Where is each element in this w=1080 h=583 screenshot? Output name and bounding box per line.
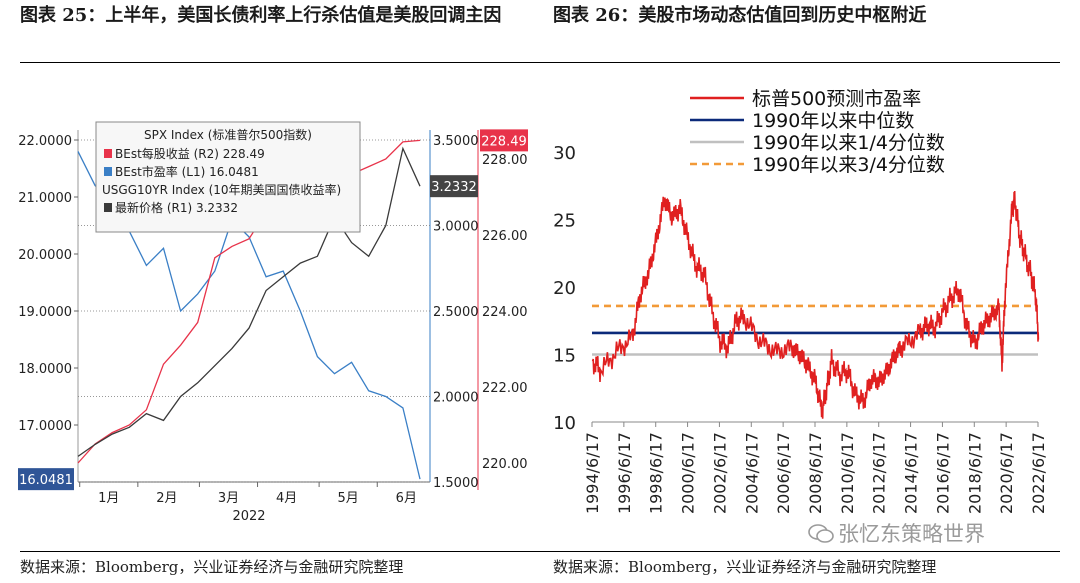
- yield-end-label: 3.2332: [431, 180, 477, 195]
- x-tick-label: 2014/6/17: [902, 432, 921, 514]
- watermark-text: 张忆东策略世界: [838, 522, 985, 546]
- x-tick-label: 2006/6/17: [774, 432, 793, 514]
- legend-label: 最新价格 (R1) 3.2332: [115, 200, 238, 215]
- series-line-r2: [77, 139, 421, 464]
- legend-label: 1990年以来1/4分位数: [752, 132, 945, 154]
- r2-tick-label: 228.00: [482, 153, 528, 168]
- x-tick-label: 4月: [276, 491, 297, 506]
- l1-tick-label: 22.0000: [18, 134, 72, 149]
- x-tick-label: 2020/6/17: [997, 432, 1016, 514]
- chart-pe-eps-yield: 22.0000 21.0000 20.0000 19.0000 18.0000 17.00…: [18, 121, 528, 524]
- chart-sp500-forward-pe: 30 25 20 15 10 1994/6/17 1996/6/17 1998/6/17 200…: [553, 88, 1048, 514]
- legend-label: BEst每股收益 (R2) 228.49: [115, 146, 265, 161]
- y-tick-label: 15: [553, 346, 576, 367]
- x-tick-label: 2018/6/17: [965, 432, 984, 514]
- x-tick-label: 6月: [396, 491, 417, 506]
- y-tick-label: 30: [553, 143, 576, 164]
- pe-end-label: 16.0481: [19, 473, 73, 488]
- r2-tick-label: 220.00: [482, 457, 528, 472]
- r1-tick-label: 3.5000: [433, 134, 479, 149]
- x-tick-label: 1月: [98, 491, 119, 506]
- chart25-series: 16.0481 228.49 3.2332: [18, 129, 528, 491]
- chart26-series: [591, 190, 1040, 419]
- legend-swatch: [104, 167, 112, 176]
- legend-header: SPX Index (标准普尔500指数): [144, 127, 312, 142]
- r1-tick-label: 2.5000: [433, 305, 479, 320]
- x-tick-label: 2002/6/17: [710, 432, 729, 514]
- series-line-l1: [77, 151, 421, 480]
- x-tick-label: 2004/6/17: [742, 432, 761, 514]
- r1-tick-label: 2.0000: [433, 391, 479, 406]
- pe-end-label-box: [18, 468, 74, 491]
- x-tick-label: 1998/6/17: [647, 432, 666, 514]
- legend-label: 标普500预测市盈率: [752, 88, 921, 110]
- chart26-axes: 30 25 20 15 10 1994/6/17 1996/6/17 1998/6/17 200…: [553, 143, 1048, 514]
- x-tick-label: 3月: [218, 491, 239, 506]
- r2-tick-label: 224.00: [482, 305, 528, 320]
- r2-tick-label: 226.00: [482, 229, 528, 244]
- x-tick-label: 2月: [156, 491, 177, 506]
- x-tick-label: 2022/6/17: [1029, 432, 1048, 514]
- legend-swatch: [104, 149, 112, 158]
- source-right: 数据来源：Bloomberg，兴业证券经济与金融研究院整理: [553, 558, 937, 576]
- x-tick-label: 1996/6/17: [615, 432, 634, 514]
- legend-label: 1990年以来3/4分位数: [752, 154, 945, 176]
- header: 图表 25：上半年，美国长债利率上行杀估值是美股回调主因 图表 26：美股市场动…: [0, 0, 1080, 60]
- source-left: 数据来源：Bloomberg，兴业证券经济与金融研究院整理: [20, 558, 404, 576]
- watermark: 张忆东策略世界: [808, 518, 985, 548]
- l1-tick-label: 20.0000: [18, 248, 72, 263]
- r1-tick-label: 1.5000: [433, 476, 479, 491]
- wechat-icon: [808, 524, 834, 544]
- x-tick-label: 2012/6/17: [870, 432, 889, 514]
- chart25-axes: 22.0000 21.0000 20.0000 19.0000 18.0000 17.00…: [18, 130, 528, 524]
- series-line-forward-pe: [591, 190, 1040, 419]
- x-tick-label: 5月: [338, 491, 359, 506]
- figure-25-title: 图表 25：上半年，美国长债利率上行杀估值是美股回调主因: [20, 5, 502, 26]
- r2-tick-label: 222.00: [482, 381, 528, 396]
- legend-label: BEst市盈率 (L1) 16.0481: [115, 164, 259, 179]
- x-tick-label: 1994/6/17: [583, 432, 602, 514]
- y-tick-label: 10: [553, 413, 576, 434]
- x-axis-year-label: 2022: [232, 509, 265, 524]
- chart26-legend: 标普500预测市盈率1990年以来中位数1990年以来1/4分位数1990年以来…: [690, 88, 945, 176]
- x-tick-label: 2000/6/17: [679, 432, 698, 514]
- y-tick-label: 20: [553, 278, 576, 299]
- legend-label: 1990年以来中位数: [752, 110, 914, 132]
- r1-tick-label: 3.0000: [433, 220, 479, 235]
- eps-end-label: 228.49: [481, 134, 527, 149]
- series-line-r1: [77, 146, 421, 457]
- figure-26-title: 图表 26：美股市场动态估值回到历史中枢附近: [553, 5, 927, 26]
- bottom-rule: [20, 551, 1060, 552]
- l1-tick-label: 21.0000: [18, 191, 72, 206]
- y-tick-label: 25: [553, 211, 576, 232]
- x-tick-label: 2010/6/17: [838, 432, 857, 514]
- chart25-legend: SPX Index (标准普尔500指数) BEst每股收益 (R2) 228.4…: [95, 121, 361, 233]
- l1-tick-label: 19.0000: [18, 305, 72, 320]
- legend-box: [95, 121, 361, 233]
- x-tick-label: 2016/6/17: [933, 432, 952, 514]
- top-rule: [20, 62, 1060, 63]
- legend-header2: USGG10YR Index (10年期美国国债收益率): [102, 182, 341, 197]
- eps-end-label-box: [480, 129, 528, 152]
- legend-swatch: [104, 203, 112, 212]
- x-tick-label: 2008/6/17: [806, 432, 825, 514]
- l1-tick-label: 18.0000: [18, 362, 72, 377]
- l1-tick-label: 17.0000: [18, 419, 72, 434]
- yield-end-label-box: [430, 175, 478, 198]
